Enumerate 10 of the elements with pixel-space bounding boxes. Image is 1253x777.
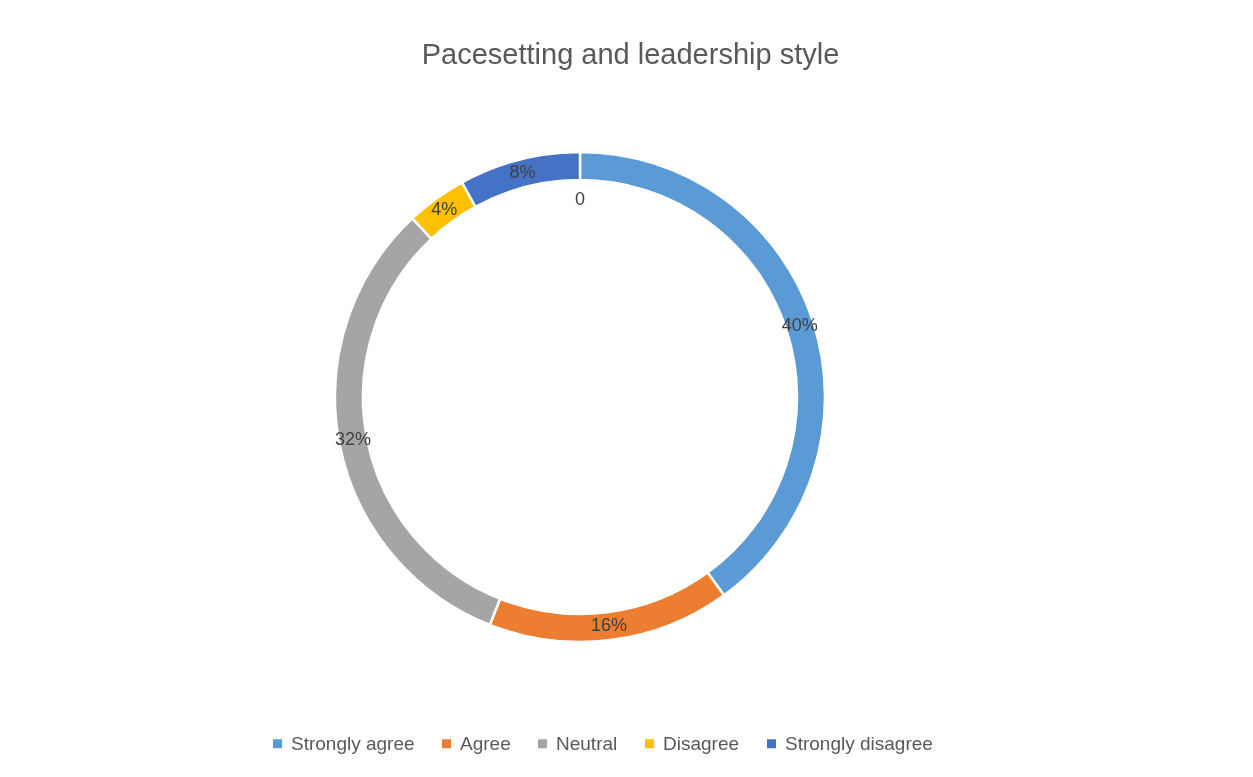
legend-label: Strongly disagree	[785, 732, 933, 754]
legend-label: Agree	[460, 732, 511, 754]
chart-title: Pacesetting and leadership style	[421, 38, 840, 70]
legend-label: Neutral	[556, 732, 618, 754]
data-label: 16%	[590, 615, 627, 636]
data-label: 8%	[509, 162, 536, 183]
legend-label: Strongly agree	[291, 732, 415, 754]
data-label: 4%	[431, 199, 458, 220]
text: 0	[574, 189, 586, 209]
legend-label: Disagree	[663, 732, 740, 754]
